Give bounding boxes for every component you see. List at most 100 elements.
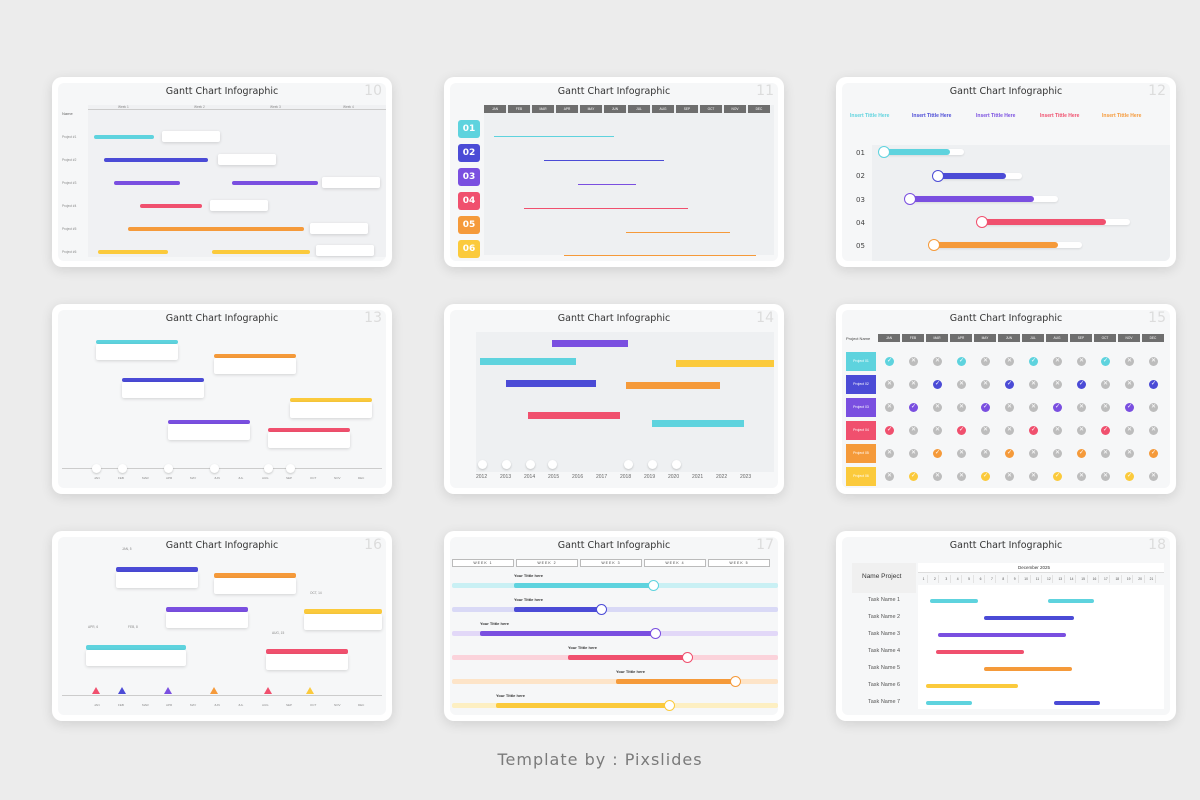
check-icon: ✓ (1101, 357, 1110, 366)
row-title: Your Tittle here (514, 573, 543, 578)
step-number: 06 (458, 240, 480, 258)
gantt-bar (86, 645, 186, 650)
row-number: 01 (856, 149, 865, 157)
row-number: 04 (856, 219, 865, 227)
row-title: Your Tittle here (480, 621, 509, 626)
milestone-dot (118, 464, 127, 473)
task-icon (730, 676, 741, 687)
gantt-bar (926, 701, 972, 705)
step-number: 02 (458, 144, 480, 162)
month-label: OCT (310, 703, 317, 707)
slide-title: Gantt Chart Infographic (557, 313, 671, 324)
column-heading: Insert Tittle Here (850, 113, 890, 119)
project-label: Project #4 (62, 204, 77, 208)
month-header: JAN (878, 334, 900, 342)
month-label: APR (166, 703, 173, 707)
gantt-bar (1054, 701, 1100, 705)
divider (88, 109, 386, 110)
month-label: MAY (190, 703, 197, 707)
gantt-bar (616, 679, 736, 684)
row-title: Your Tittle here (514, 597, 543, 602)
cross-icon: ✕ (957, 380, 966, 389)
month-header: MAR (926, 334, 948, 342)
day-label: 21 (1148, 575, 1156, 583)
slide-title: Gantt Chart Infographic (165, 313, 279, 324)
week-header: WEEK 4 (644, 559, 706, 567)
day-label: 3 (943, 575, 951, 583)
cross-icon: ✕ (1077, 472, 1086, 481)
check-icon: ✓ (933, 380, 942, 389)
check-icon: ✓ (981, 472, 990, 481)
cross-icon: ✕ (1149, 472, 1158, 481)
step-number: 05 (458, 216, 480, 234)
slide-12[interactable]: Insert Tittle Here Insert Tittle Here In… (836, 77, 1176, 267)
cross-icon: ✕ (909, 380, 918, 389)
month-header: FEB (902, 334, 924, 342)
check-icon: ✓ (1149, 449, 1158, 458)
slide-canvas: Name Week 1 Week 2 Week 3 Week 4 Project… (58, 83, 386, 261)
gantt-bar (936, 173, 1006, 179)
gantt-bar (882, 149, 950, 155)
slide-18[interactable]: Name Project December 2025 1 2 3 4 5 6 7 8 9 10 11… (836, 531, 1176, 721)
slide-title: Gantt Chart Infographic (949, 86, 1063, 97)
day-label: 9 (1011, 575, 1020, 583)
cross-icon: ✕ (1029, 472, 1038, 481)
note-card (218, 154, 276, 165)
timeline-arrow (494, 136, 614, 137)
day-label: 16 (1091, 575, 1099, 583)
month-label: SEP (286, 703, 293, 707)
project-label: Project 01 (846, 352, 876, 371)
note-card (86, 650, 186, 666)
milestone-dot (210, 464, 219, 473)
column-heading: Insert Tittle Here (976, 113, 1016, 119)
note-card (166, 612, 248, 628)
month-label: SEP (286, 476, 293, 480)
month-header: APR (556, 105, 578, 113)
cross-icon: ✕ (1029, 403, 1038, 412)
day-label: 19 (1125, 575, 1134, 583)
slide-11[interactable]: JAN FEB MAR APR MAY JUN JUL AUG SEP OCT NOV DEC 01 … (444, 77, 784, 267)
phase-tag (528, 412, 620, 419)
slide-16[interactable]: JAN FEB MAR APR MAY JUN JUL AUG SEP OCT NOV DEC JAN… (52, 531, 392, 721)
milestone-marker (264, 687, 272, 694)
row-title: Your Tittle here (568, 645, 597, 650)
day-label: 5 (966, 575, 974, 583)
note-card (96, 344, 178, 360)
timeline-arrow (578, 184, 636, 185)
slide-10[interactable]: Name Week 1 Week 2 Week 3 Week 4 Project… (52, 77, 392, 267)
cross-icon: ✕ (885, 449, 894, 458)
slide-13[interactable]: JAN FEB MAR APR MAY JUN JUL AUG SEP OCT NOV DEC Gan… (52, 304, 392, 494)
timeline-arrow (626, 232, 730, 233)
month-label: DEC (358, 476, 365, 480)
slide-number: 17 (756, 537, 774, 553)
month-label: JAN (94, 476, 100, 480)
slide-number: 11 (756, 83, 774, 99)
slide-canvas: JAN FEB MAR APR MAY JUN JUL AUG SEP OCT NOV DEC 01 … (450, 83, 778, 261)
check-icon: ✓ (909, 403, 918, 412)
week-header: WEEK 1 (452, 559, 514, 567)
gantt-bar (568, 655, 684, 660)
cross-icon: ✕ (957, 403, 966, 412)
slide-14[interactable]: 2012 2013 2014 2015 2016 2017 2018 2019 2020 2021… (444, 304, 784, 494)
week-label: Week 4 (343, 105, 354, 109)
note-card (162, 131, 220, 142)
milestone-dot (502, 460, 511, 469)
day-label: 4 (954, 575, 963, 583)
cross-icon: ✕ (1149, 357, 1158, 366)
slide-15[interactable]: Project Name JAN FEB MAR APR MAY JUN JUL AUG SEP… (836, 304, 1176, 494)
gantt-bar (266, 649, 348, 654)
cross-icon: ✕ (933, 426, 942, 435)
cross-icon: ✕ (1053, 357, 1062, 366)
gantt-bar (212, 250, 310, 254)
cross-icon: ✕ (1101, 449, 1110, 458)
gantt-bar (938, 633, 1066, 637)
check-icon: ✓ (1005, 380, 1014, 389)
step-number: 01 (458, 120, 480, 138)
cross-icon: ✕ (1125, 357, 1134, 366)
cross-icon: ✕ (1005, 403, 1014, 412)
milestone-dot (286, 464, 295, 473)
day-label: 17 (1102, 575, 1111, 583)
slide-17[interactable]: WEEK 1 WEEK 2 WEEK 3 WEEK 4 WEEK 5 Your … (444, 531, 784, 721)
gantt-bar (984, 616, 1074, 620)
row-number: 05 (856, 242, 865, 250)
